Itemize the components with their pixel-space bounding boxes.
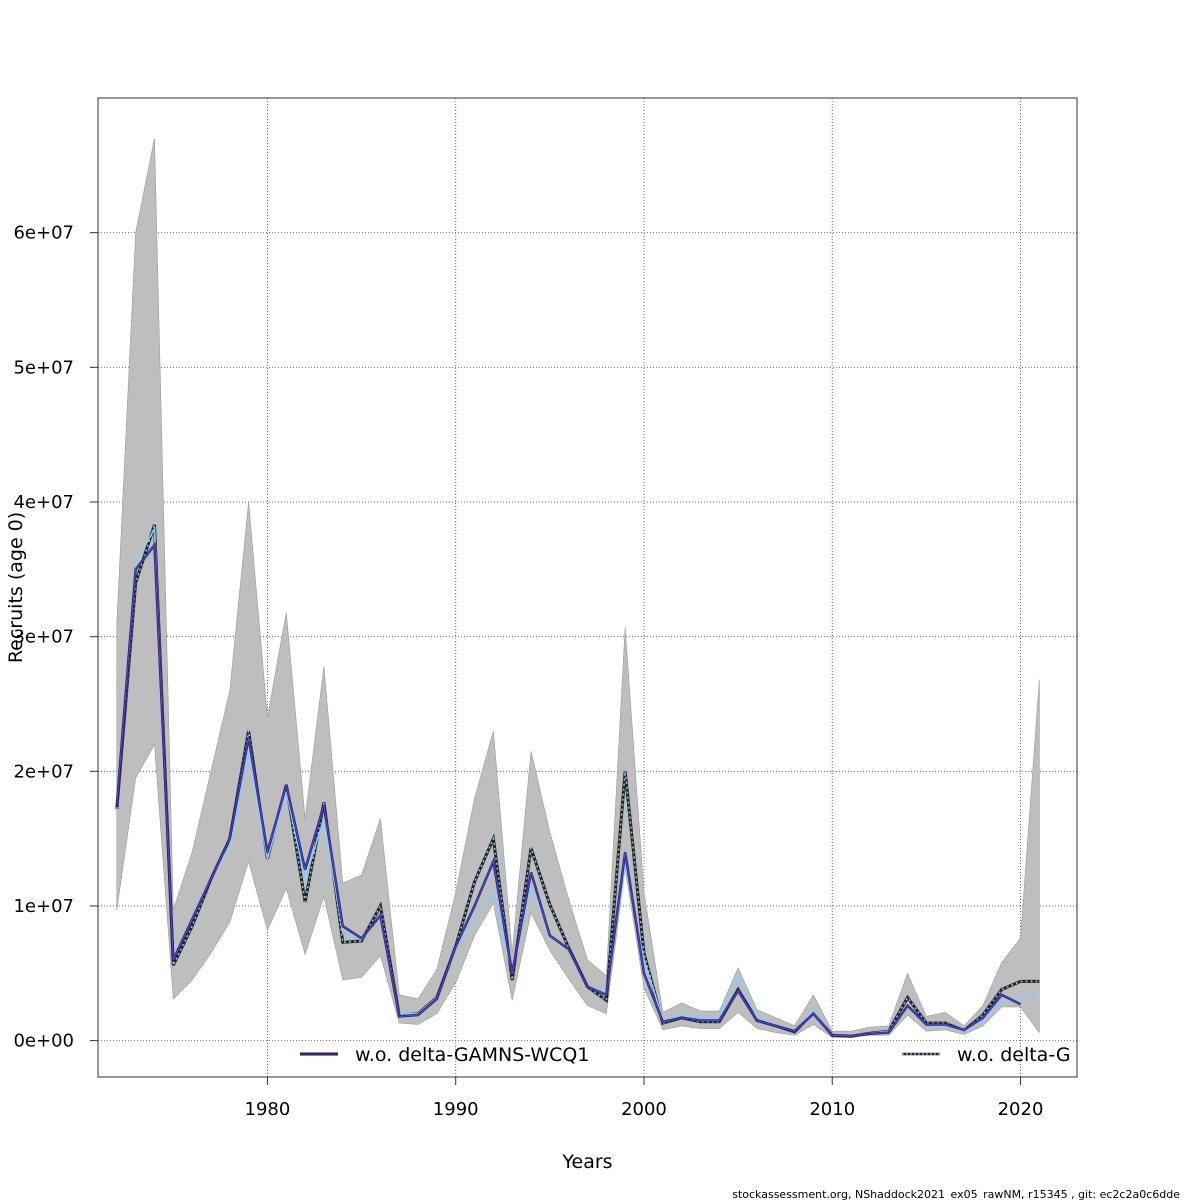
- y-tick-label-2: 2e+07: [13, 761, 74, 782]
- x-tick-label-0: 1980: [245, 1099, 291, 1120]
- footer-note: stockassessment.org, NShaddock2021_ex05_…: [732, 1188, 1180, 1200]
- x-axis-label: Years: [561, 1151, 612, 1173]
- y-tick-label-4: 4e+07: [13, 492, 74, 513]
- x-tick-label-3: 2010: [809, 1099, 855, 1120]
- y-tick-label-6: 6e+07: [13, 223, 74, 244]
- y-axis: 0e+00 1e+07 2e+07 3e+07 4e+07 5e+07 6e+07: [13, 223, 98, 1052]
- x-tick-label-2: 2000: [621, 1099, 667, 1120]
- grid: [98, 98, 1077, 1077]
- plot-frame: [97, 97, 1078, 1078]
- y-axis-label: Recruits (age 0): [5, 512, 27, 663]
- legend: w.o. delta-GAMNS-WCQ1 w.o. delta-G: [300, 1044, 1071, 1066]
- confidence-band-area: [116, 138, 1040, 1038]
- y-tick-label-5: 5e+07: [13, 357, 74, 378]
- confidence-band: [116, 138, 1040, 1038]
- y-tick-label-0: 0e+00: [13, 1031, 74, 1052]
- x-tick-label-4: 2020: [998, 1099, 1044, 1120]
- series-1-line-highlight: [116, 543, 1021, 1037]
- x-axis: 1980 1990 2000 2010 2020: [245, 1077, 1044, 1120]
- legend-label-2: w.o. delta-G: [957, 1044, 1071, 1066]
- series-lines: [115, 524, 1040, 1038]
- legend-label-1: w.o. delta-GAMNS-WCQ1: [355, 1044, 589, 1066]
- y-tick-label-1: 1e+07: [13, 896, 74, 917]
- y-tick-label-3: 3e+07: [13, 627, 74, 648]
- x-tick-label-1: 1990: [433, 1099, 479, 1120]
